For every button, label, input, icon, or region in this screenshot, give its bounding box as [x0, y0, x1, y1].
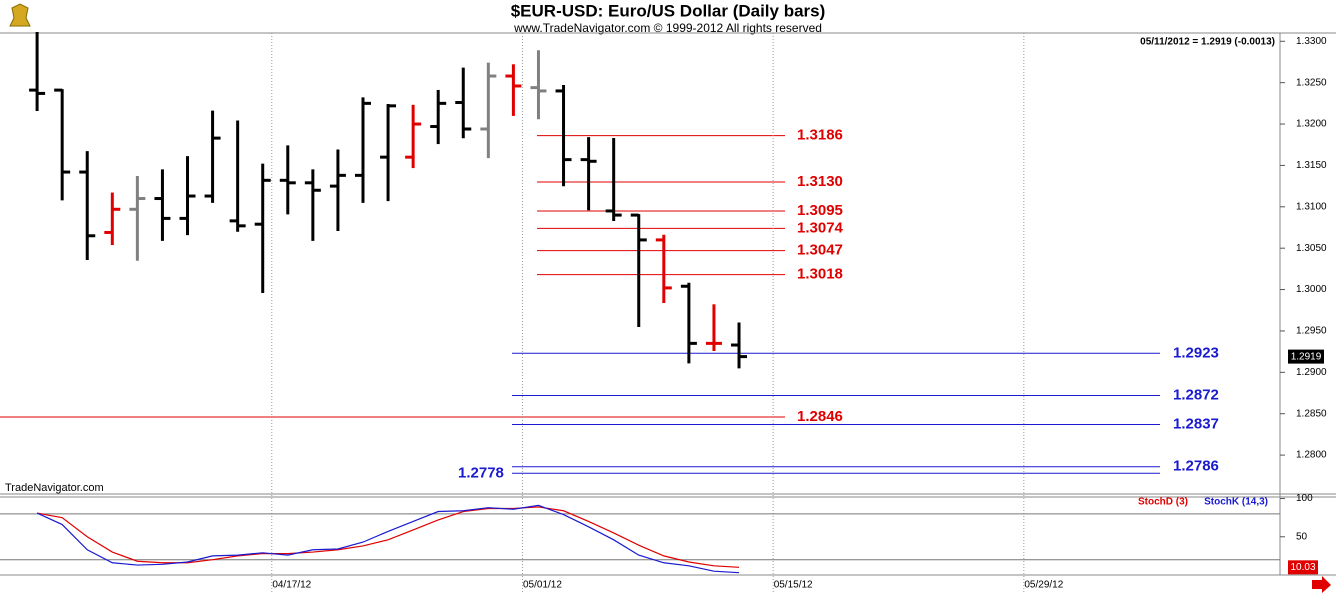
legend-entry: StochK (14,3) — [1204, 497, 1268, 508]
y-tick-label: 50 — [1296, 531, 1308, 542]
x-tick-label: 05/29/12 — [1024, 580, 1063, 591]
y-tick-label: 1.3200 — [1296, 119, 1327, 130]
y-tick-label: 1.2900 — [1296, 367, 1327, 378]
level-label: 1.2837 — [1173, 415, 1219, 432]
y-tick-label: 1.2850 — [1296, 408, 1327, 419]
last-value-box — [1288, 560, 1318, 575]
y-tick-label: 1.3000 — [1296, 284, 1327, 295]
level-label: 1.3018 — [797, 266, 843, 283]
stoch-line — [36, 504, 740, 574]
level-label: 1.2846 — [797, 408, 843, 425]
level-label: 1.3095 — [797, 202, 843, 219]
level-label: 1.3047 — [797, 242, 843, 259]
stoch-line — [36, 506, 740, 568]
y-tick-label: 1.2800 — [1296, 450, 1327, 461]
last-value: 10.03 — [1290, 562, 1315, 573]
level-label: 1.3074 — [797, 219, 844, 236]
chart-title: $EUR-USD: Euro/US Dollar (Daily bars) — [511, 1, 826, 20]
y-tick-label: 100 — [1296, 493, 1313, 504]
y-tick-label: 1.3150 — [1296, 160, 1327, 171]
y-tick-label: 1.2950 — [1296, 326, 1327, 337]
last-value: 1.2919 — [1291, 351, 1322, 362]
scroll-arrow[interactable] — [1312, 576, 1331, 593]
level-label: 1.2872 — [1173, 386, 1219, 403]
level-label: 1.3130 — [797, 173, 843, 190]
x-tick-label: 04/17/12 — [272, 580, 311, 591]
legend-entry: StochD (3) — [1138, 497, 1188, 508]
logo — [9, 3, 31, 27]
last-value-box — [1288, 349, 1324, 364]
watermark: TradeNavigator.com — [5, 482, 104, 494]
subtitle: www.TradeNavigator.com © 1999-2012 All r… — [513, 21, 822, 35]
y-tick-label: 1.3050 — [1296, 243, 1327, 254]
y-tick-label: 1.3100 — [1296, 201, 1327, 212]
level-label: 1.2923 — [1173, 344, 1219, 361]
level-label: 1.2786 — [1173, 458, 1219, 475]
x-tick-label: 05/01/12 — [523, 580, 562, 591]
level-label: 1.3186 — [797, 127, 843, 144]
x-tick-label: 05/15/12 — [774, 580, 813, 591]
header-note: 05/11/2012 = 1.2919 (-0.0013) — [1140, 37, 1275, 48]
y-tick-label: 1.3250 — [1296, 77, 1327, 88]
y-tick-label: 1.3300 — [1296, 36, 1327, 47]
level-label: 1.2778 — [458, 464, 504, 481]
